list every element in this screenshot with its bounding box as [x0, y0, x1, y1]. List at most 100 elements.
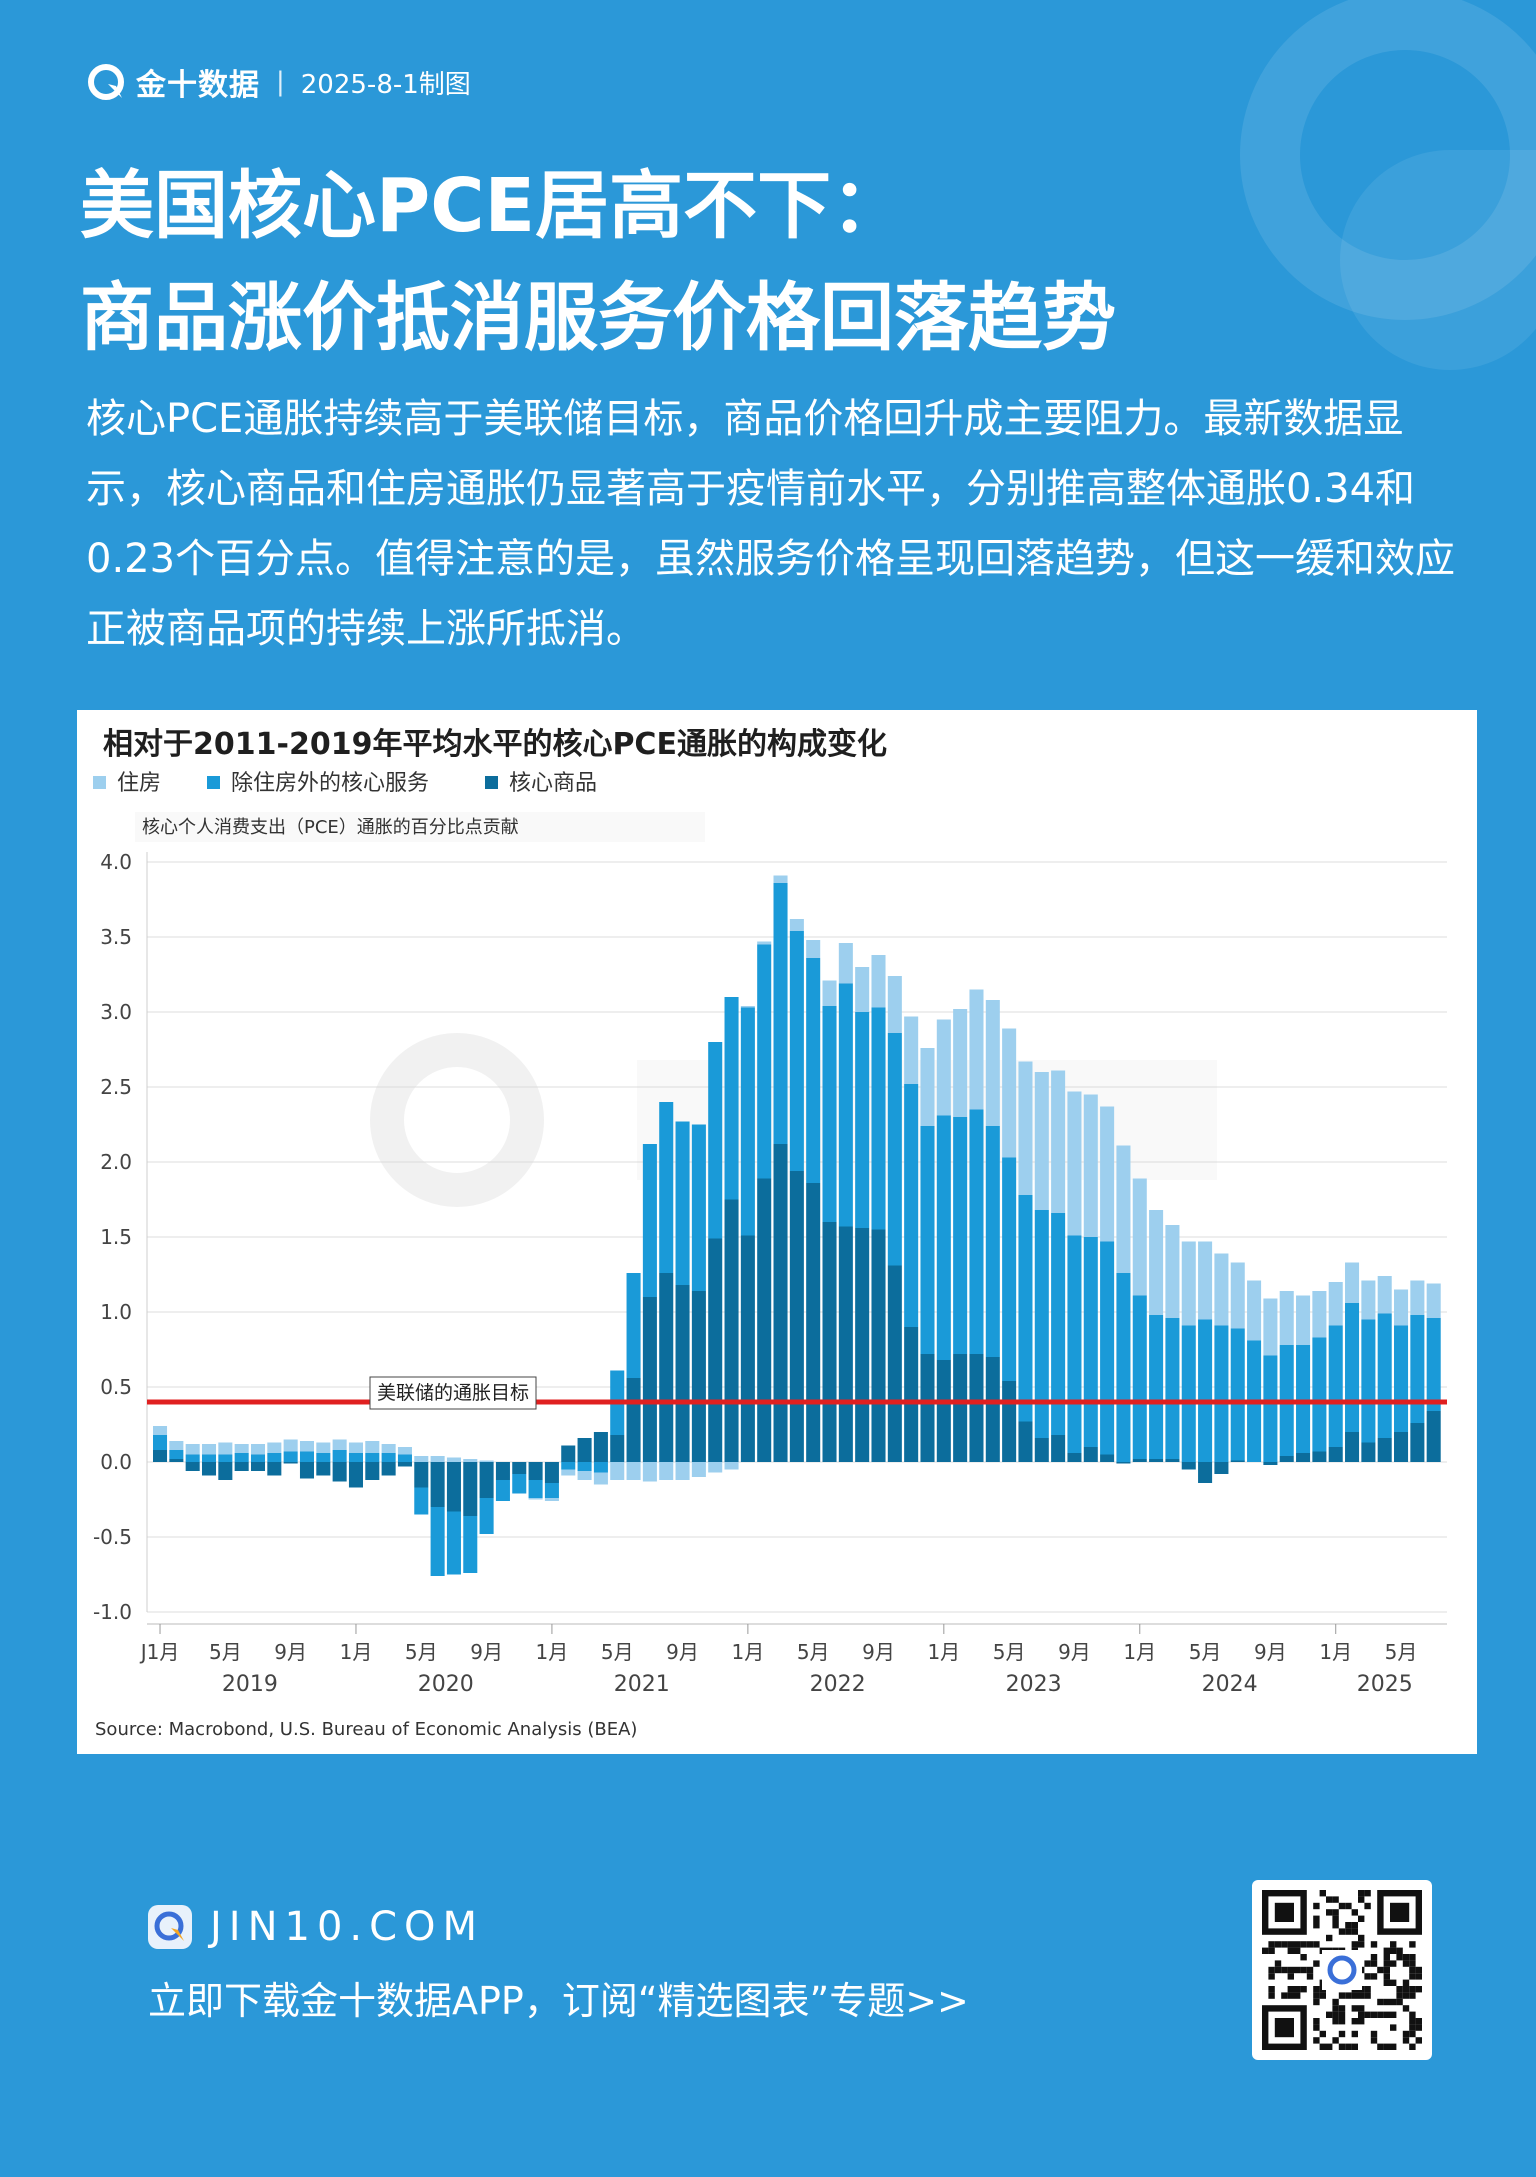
- services-bar: [675, 1121, 690, 1285]
- housing-bar: [953, 1009, 968, 1117]
- goods-bar: [267, 1462, 282, 1476]
- x-tick-label: 9月: [1254, 1640, 1287, 1664]
- housing-bar: [904, 1016, 919, 1084]
- goods-bar: [1377, 1438, 1392, 1462]
- housing-bar: [397, 1447, 412, 1455]
- services-bar: [430, 1507, 445, 1576]
- housing-bar: [561, 1469, 576, 1476]
- services-bar: [691, 1124, 706, 1291]
- goods-bar: [1296, 1453, 1311, 1462]
- services-bar: [659, 1102, 674, 1273]
- housing-bar: [365, 1441, 380, 1453]
- goods-bar: [1214, 1462, 1229, 1474]
- goods-bar: [1051, 1435, 1066, 1462]
- brand-header: 金十数据 | 2025-8-1制图: [86, 62, 471, 103]
- download-cta[interactable]: 立即下载金十数据APP，订阅“精选图表”专题>>: [148, 1979, 969, 2023]
- housing-bar: [1067, 1091, 1082, 1236]
- x-axis: J1月 5月 9月 1月 5月 9月 1月 5月 9月 1月 5月 9月 1月 5月 9月 1月 5月 9月 1月 5…: [139, 1623, 1447, 1697]
- housing-bar: [1214, 1253, 1229, 1326]
- services-bar: [1181, 1325, 1196, 1462]
- goods-bar: [985, 1357, 1000, 1462]
- goods-bar: [544, 1462, 559, 1483]
- services-bar: [528, 1480, 543, 1498]
- housing-bar: [169, 1441, 184, 1450]
- housing-bar: [234, 1444, 249, 1453]
- x-year-label: 2023: [1006, 1672, 1062, 1697]
- goods-bar: [1181, 1462, 1196, 1470]
- services-bar: [887, 1033, 902, 1266]
- page-title: 美国核心PCE居高不下： 商品涨价抵消服务价格回落趋势: [80, 150, 1500, 374]
- y-tick-label: 1.5: [100, 1225, 132, 1249]
- x-tick-label: 1月: [1319, 1640, 1352, 1664]
- goods-bar: [1002, 1381, 1017, 1462]
- goods-bar: [904, 1327, 919, 1462]
- x-year-label: 2024: [1202, 1672, 1258, 1697]
- services-bar: [1426, 1318, 1441, 1411]
- housing-bar: [1116, 1145, 1131, 1273]
- summary-text: 核心PCE通胀持续高于美联储目标，商品价格回升成主要阻力。最新数据显示，核心商品…: [86, 396, 1456, 652]
- housing-bar: [1181, 1241, 1196, 1326]
- brand-separator: |: [276, 67, 285, 97]
- goods-bar: [397, 1462, 412, 1467]
- qr-code[interactable]: [1252, 1880, 1432, 2060]
- goods-bar: [838, 1226, 853, 1462]
- y-tick-label: 3.0: [100, 1000, 132, 1024]
- x-tick-label: 1月: [536, 1640, 569, 1664]
- goods-bar: [169, 1459, 184, 1462]
- services-bar: [838, 983, 853, 1227]
- ylabel-background: [135, 812, 705, 842]
- goods-bar: [332, 1462, 347, 1482]
- housing-bar: [544, 1498, 559, 1501]
- x-tick-label: 1月: [732, 1640, 765, 1664]
- housing-bar: [855, 967, 870, 1012]
- goods-bar: [348, 1462, 363, 1488]
- housing-bar: [1263, 1298, 1278, 1356]
- housing-bar: [1296, 1295, 1311, 1345]
- footer-brand: JIN10.COM: [148, 1904, 484, 1950]
- housing-bar: [675, 1462, 690, 1480]
- goods-bar: [446, 1462, 461, 1512]
- services-bar: [1051, 1213, 1066, 1435]
- housing-bar: [218, 1442, 233, 1455]
- y-tick-label: 2.5: [100, 1075, 132, 1099]
- services-bar: [936, 1115, 951, 1360]
- services-bar: [1116, 1273, 1131, 1462]
- housing-bar: [1394, 1289, 1409, 1326]
- goods-bar: [1312, 1451, 1327, 1462]
- goods-bar: [299, 1462, 315, 1479]
- goods-bar: [512, 1462, 527, 1474]
- footer-site: JIN10.COM: [210, 1904, 485, 1950]
- goods-bar: [806, 1183, 821, 1462]
- services-bar: [626, 1273, 641, 1378]
- x-tick-label: 9月: [862, 1640, 895, 1664]
- housing-bar: [1051, 1070, 1066, 1213]
- y-tick-label: -0.5: [93, 1525, 132, 1549]
- goods-bar: [1116, 1462, 1131, 1464]
- services-bar: [316, 1453, 331, 1462]
- services-bar: [1149, 1315, 1164, 1459]
- housing-bar: [593, 1472, 608, 1485]
- services-bar: [381, 1453, 396, 1462]
- x-tick-label: 5月: [1189, 1640, 1222, 1664]
- goods-bar: [316, 1462, 331, 1476]
- goods-bar: [773, 1144, 788, 1462]
- housing-bar: [985, 1000, 1000, 1126]
- services-bar: [463, 1516, 478, 1573]
- housing-bar: [528, 1498, 543, 1500]
- services-bar: [1312, 1337, 1327, 1452]
- services-bar: [544, 1483, 559, 1498]
- services-bar: [1296, 1345, 1311, 1453]
- services-bar: [283, 1451, 298, 1462]
- y-tick-label: -1.0: [93, 1600, 132, 1624]
- services-bar: [495, 1480, 510, 1501]
- goods-bar: [1361, 1442, 1376, 1462]
- housing-bar: [381, 1444, 396, 1453]
- goods-bar: [1067, 1453, 1082, 1462]
- goods-bar: [1018, 1421, 1033, 1462]
- services-bar: [250, 1454, 266, 1462]
- goods-bar: [871, 1229, 886, 1462]
- services-bar: [414, 1487, 429, 1515]
- housing-bar: [806, 940, 821, 958]
- services-bar: [855, 1012, 870, 1228]
- y-tick-label: 3.5: [100, 925, 132, 949]
